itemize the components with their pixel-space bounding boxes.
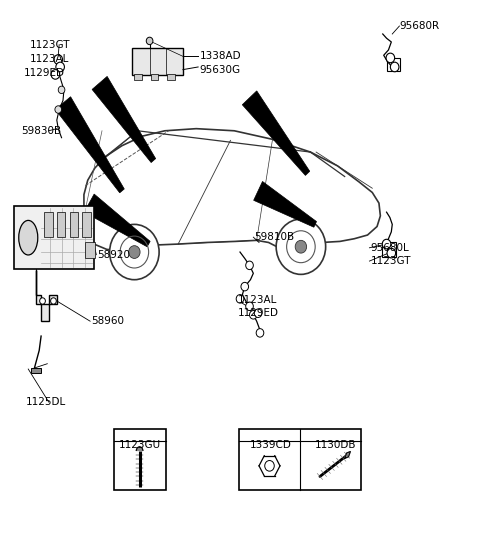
Circle shape [265, 460, 274, 471]
Text: 58920: 58920 [97, 250, 130, 260]
Bar [14, 206, 94, 269]
Circle shape [276, 219, 325, 274]
Bar [382, 242, 396, 257]
Circle shape [51, 70, 60, 79]
Text: 1125DL: 1125DL [26, 397, 66, 407]
Text: 59810B: 59810B [254, 232, 294, 242]
Bar [44, 212, 52, 237]
Text: 95680L: 95680L [371, 243, 409, 253]
Ellipse shape [19, 220, 38, 255]
Bar [31, 368, 41, 373]
Circle shape [54, 55, 62, 64]
Circle shape [295, 240, 307, 253]
Polygon shape [92, 77, 156, 162]
Text: 1129ED: 1129ED [238, 308, 278, 318]
Circle shape [50, 298, 56, 304]
Circle shape [40, 298, 46, 304]
Circle shape [109, 225, 159, 280]
Bar [85, 242, 95, 258]
Text: 1123GT: 1123GT [371, 256, 411, 266]
Polygon shape [84, 194, 150, 247]
Circle shape [387, 248, 396, 258]
Text: 59830B: 59830B [21, 126, 61, 136]
Bar [132, 48, 183, 76]
Text: 1339CD: 1339CD [250, 440, 292, 450]
Circle shape [250, 310, 257, 319]
Text: 1338AD: 1338AD [200, 51, 241, 61]
Circle shape [56, 62, 64, 72]
Polygon shape [55, 96, 124, 193]
Circle shape [236, 295, 244, 303]
Circle shape [129, 245, 140, 258]
Bar [134, 75, 142, 80]
Circle shape [390, 62, 399, 72]
Polygon shape [136, 446, 143, 450]
Polygon shape [36, 270, 57, 321]
Bar [57, 212, 65, 237]
Bar [82, 212, 91, 237]
Text: 1123AL: 1123AL [30, 54, 69, 64]
Circle shape [246, 261, 253, 270]
Text: 58960: 58960 [92, 316, 124, 326]
Bar [151, 75, 158, 80]
Bar [239, 429, 361, 490]
Text: 95630G: 95630G [200, 65, 240, 75]
Circle shape [254, 309, 262, 317]
Bar [167, 75, 175, 80]
Text: 1123GU: 1123GU [119, 440, 161, 450]
Polygon shape [253, 182, 316, 227]
Text: 1123AL: 1123AL [238, 295, 277, 305]
Text: 1129ED: 1129ED [24, 69, 64, 78]
Polygon shape [242, 91, 310, 175]
Bar [70, 212, 78, 237]
Circle shape [246, 302, 253, 310]
Circle shape [382, 239, 391, 249]
Bar [114, 429, 166, 490]
Bar [386, 58, 400, 71]
Circle shape [256, 329, 264, 337]
Circle shape [386, 53, 395, 63]
Circle shape [55, 106, 61, 113]
Text: 95680R: 95680R [399, 21, 440, 31]
Text: 1123GT: 1123GT [30, 40, 70, 50]
Circle shape [241, 282, 249, 291]
Circle shape [146, 37, 153, 44]
Text: 1130DB: 1130DB [314, 440, 356, 450]
Circle shape [58, 86, 65, 94]
Polygon shape [345, 451, 350, 458]
